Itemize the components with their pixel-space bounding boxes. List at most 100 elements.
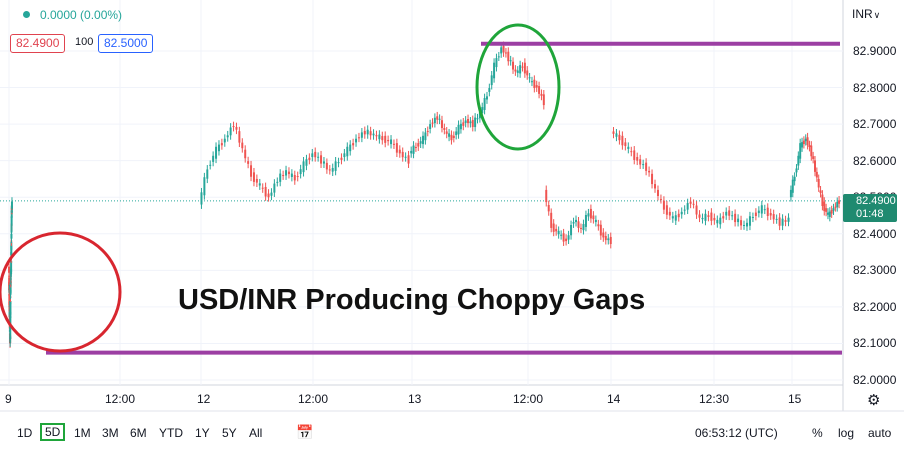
timeframe-all[interactable]: All — [249, 426, 263, 440]
candle-body — [390, 139, 393, 145]
candle-body — [589, 208, 592, 219]
candle-body — [459, 123, 462, 130]
spread-value: 100 — [75, 36, 94, 48]
auto-toggle[interactable]: auto — [868, 426, 892, 440]
last-price-tag: 82.4900 01:48 — [843, 194, 897, 222]
timeframe-3m[interactable]: 3M — [102, 426, 119, 440]
candle-body — [570, 225, 573, 236]
candle-body — [662, 200, 665, 210]
gear-icon[interactable]: ⚙ — [867, 392, 881, 409]
candle-body — [701, 217, 704, 220]
candle-body — [9, 327, 12, 340]
candle-body — [311, 153, 314, 158]
candle-body — [507, 51, 510, 62]
percent-toggle[interactable]: % — [812, 426, 823, 440]
candle-body — [429, 124, 432, 129]
candle-body — [828, 211, 831, 217]
candle-body — [217, 144, 220, 152]
candle-body — [621, 135, 624, 146]
candle-body — [801, 142, 804, 148]
chart-title: USD/INR Producing Choppy Gaps — [178, 284, 646, 316]
candle-body — [296, 176, 299, 178]
candle-body — [241, 142, 244, 149]
ask-price-button[interactable]: 82.5000 — [98, 34, 154, 53]
candle-body — [212, 155, 215, 162]
candle-body — [509, 60, 512, 62]
candle-body — [552, 223, 555, 232]
candle-body — [550, 212, 553, 228]
utc-clock[interactable]: 06:53:12 (UTC) — [695, 426, 778, 440]
candle-body — [244, 149, 247, 159]
candle-body — [357, 137, 360, 139]
candle-body — [692, 203, 695, 205]
candle-body — [748, 216, 751, 226]
candle-body — [519, 65, 522, 74]
timeframe-1d[interactable]: 1D — [17, 426, 33, 440]
candle-body — [784, 220, 787, 222]
candle-body — [686, 203, 689, 210]
timeframe-1y[interactable]: 1Y — [195, 426, 210, 440]
log-toggle[interactable]: log — [838, 426, 855, 440]
candle-body — [504, 52, 507, 54]
timeframe-5d[interactable]: 5D — [40, 423, 66, 441]
candle-body — [410, 150, 413, 154]
candle-body — [337, 162, 340, 164]
timeframe-1m[interactable]: 1M — [74, 426, 91, 440]
candle-body — [302, 161, 305, 173]
candle-body — [457, 124, 460, 135]
candle-body — [695, 205, 698, 215]
candle-body — [659, 198, 662, 200]
candle-body — [521, 66, 524, 68]
candle-body — [557, 230, 560, 235]
candle-body — [299, 169, 302, 175]
time-tick-label: 13 — [408, 392, 422, 406]
candle-body — [710, 212, 713, 221]
calendar-range-icon[interactable]: 📅 — [296, 424, 314, 440]
candle-body — [838, 200, 841, 204]
candle-body — [328, 169, 331, 171]
timeframe-6m[interactable]: 6M — [130, 426, 147, 440]
candle-body — [740, 220, 743, 226]
bid-price-button[interactable]: 82.4900 — [10, 34, 66, 53]
candle-body — [404, 156, 407, 158]
status-dot-icon — [23, 11, 30, 18]
candle-body — [760, 205, 763, 214]
time-tick-label: 15 — [788, 392, 802, 406]
candle-body — [745, 222, 748, 227]
candle-body — [448, 133, 451, 137]
candle-body — [10, 201, 13, 209]
candle-body — [419, 141, 422, 144]
candle-body — [751, 216, 754, 218]
candle-body — [604, 235, 607, 241]
candle-body — [555, 228, 558, 232]
candle-body — [832, 208, 835, 211]
candle-body — [826, 212, 829, 215]
candle-body — [716, 219, 719, 224]
candle-body — [677, 213, 680, 218]
candle-body — [781, 218, 784, 226]
candle-body — [346, 146, 349, 157]
candle-body — [206, 169, 209, 179]
currency-selector[interactable]: INR∨ — [852, 7, 880, 21]
candle-body — [232, 126, 235, 128]
candle-body — [414, 147, 417, 149]
candle-body — [725, 211, 728, 216]
candle-body — [599, 224, 602, 236]
candle-body — [602, 232, 605, 238]
candle-body — [247, 161, 250, 164]
candle-body — [366, 129, 369, 135]
candle-body — [412, 145, 415, 154]
candle-body — [810, 145, 813, 157]
candle-body — [799, 143, 802, 159]
candle-body — [680, 211, 683, 215]
candle-body — [433, 117, 436, 124]
timeframe-5y[interactable]: 5Y — [222, 426, 237, 440]
candle-body — [594, 219, 597, 223]
candle-body — [471, 119, 474, 128]
candle-body — [823, 201, 826, 212]
candle-body — [656, 189, 659, 197]
timeframe-ytd[interactable]: YTD — [159, 426, 183, 440]
candle-body — [769, 213, 772, 216]
candle-body — [797, 155, 800, 166]
